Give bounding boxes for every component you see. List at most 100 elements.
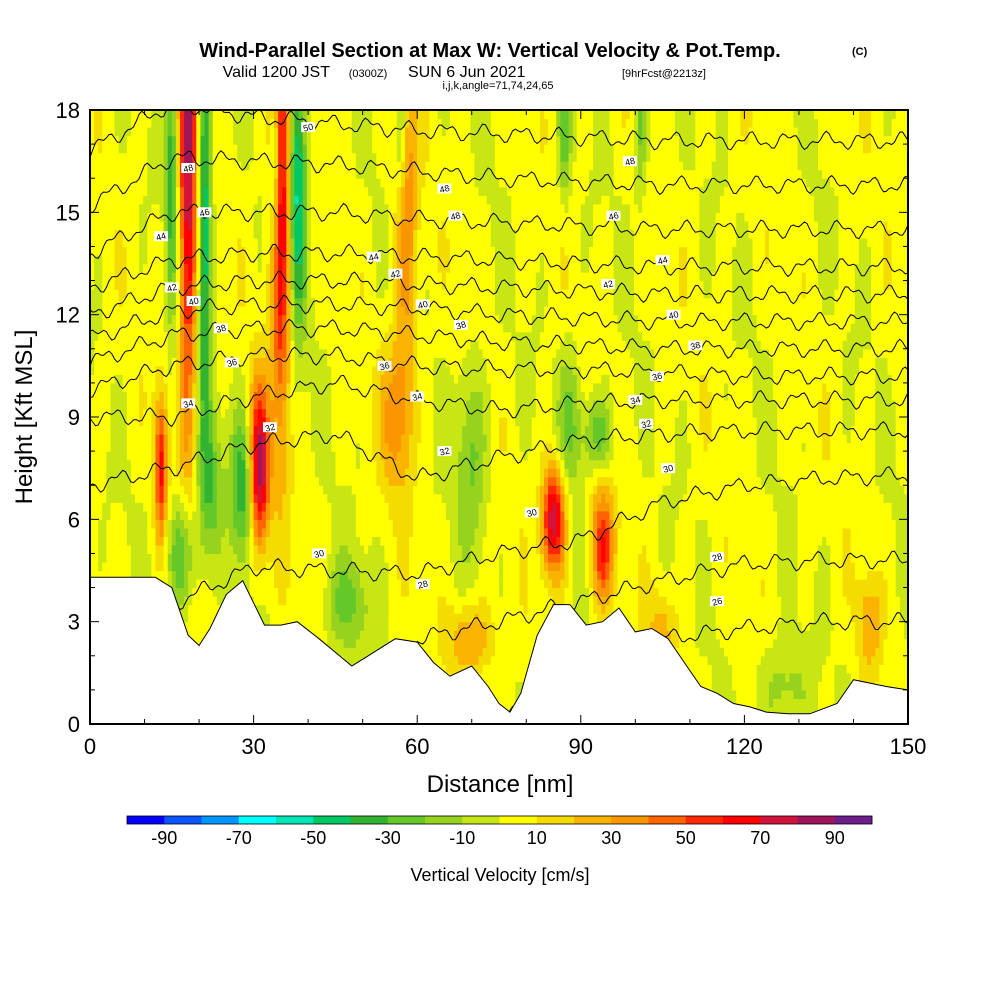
velocity-cell-1785 (212, 237, 218, 248)
velocity-cell-139 (98, 348, 103, 358)
velocity-cell-1759 (212, 459, 218, 469)
velocity-cell-987 (159, 280, 165, 290)
velocity-cell-3742 (343, 263, 349, 273)
velocity-cell-4015 (359, 186, 365, 196)
velocity-cell-1683 (208, 587, 214, 597)
velocity-cell-3593 (335, 417, 341, 427)
velocity-cell-3013 (298, 493, 304, 503)
velocity-cell-2644 (274, 493, 279, 503)
velocity-cell-1012 (163, 553, 169, 563)
velocity-cell-1232 (175, 161, 181, 171)
velocity-cell-857 (151, 434, 157, 444)
velocity-cell-4029 (364, 621, 369, 631)
velocity-cell-3489 (327, 195, 332, 205)
velocity-cell-1722 (208, 254, 214, 265)
velocity-cell-550 (126, 186, 132, 196)
velocity-cell-603 (130, 212, 136, 222)
velocity-cell-1607 (200, 169, 206, 179)
velocity-cell-3520 (331, 485, 336, 495)
velocity-cell-4089 (364, 110, 369, 120)
velocity-cell-2051 (233, 459, 238, 469)
velocity-cell-4216 (372, 135, 377, 145)
velocity-cell-2461 (261, 468, 267, 478)
velocity-cell-2554 (265, 203, 271, 213)
velocity-cell-1175 (171, 144, 177, 154)
velocity-cell-4161 (372, 604, 377, 614)
velocity-cell-301 (110, 399, 116, 410)
velocity-cell-1460 (192, 340, 197, 350)
velocity-cell-3499 (327, 110, 332, 120)
velocity-cell-4936 (421, 510, 426, 520)
velocity-cell-2625 (269, 127, 275, 137)
velocity-cell-3605 (335, 314, 341, 324)
velocity-cell-2353 (253, 357, 259, 367)
velocity-cell-4010 (359, 229, 365, 239)
velocity-cell-288 (110, 510, 116, 520)
velocity-cell-2338 (253, 485, 259, 495)
velocity-cell-3115 (302, 152, 308, 162)
velocity-cell-880 (151, 237, 157, 248)
velocity-cell-1485 (192, 127, 197, 137)
velocity-cell-3336 (319, 408, 324, 418)
velocity-cell-3726 (343, 399, 349, 410)
velocity-cell-196 (102, 340, 107, 350)
velocity-cell-667 (134, 144, 140, 154)
velocity-cell-4931 (421, 553, 426, 563)
velocity-cell-1213 (175, 323, 181, 333)
velocity-cell-351 (114, 451, 120, 461)
velocity-cell-1002 (159, 152, 165, 162)
velocity-cell-179 (102, 485, 107, 495)
velocity-cell-1098 (167, 306, 173, 316)
velocity-cell-1269 (179, 365, 185, 375)
velocity-cell-3652 (339, 468, 345, 478)
velocity-cell-184 (102, 442, 107, 452)
velocity-cell-1892 (220, 340, 226, 350)
velocity-cell-2033 (229, 127, 234, 137)
velocity-cell-1389 (188, 408, 193, 418)
velocity-cell-2823 (286, 544, 292, 555)
velocity-cell-1509 (196, 468, 202, 478)
velocity-cell-187 (102, 417, 107, 427)
velocity-cell-3312 (319, 613, 324, 623)
velocity-cell-520 (126, 442, 132, 452)
velocity-cell-1258 (179, 459, 185, 469)
velocity-cell-2882 (290, 561, 296, 572)
velocity-cell-4401 (384, 195, 390, 205)
velocity-cell-4717 (404, 195, 410, 205)
velocity-cell-717 (139, 195, 144, 205)
velocity-cell-2214 (245, 536, 251, 546)
velocity-cell-3997 (359, 340, 365, 350)
velocity-cell-642 (134, 357, 140, 367)
velocity-cell-789 (147, 536, 152, 546)
velocity-cell-3041 (298, 254, 304, 265)
velocity-cell-96 (94, 237, 99, 248)
velocity-cell-1942 (224, 408, 230, 418)
velocity-cell-3438 (327, 630, 332, 640)
velocity-cell-1926 (224, 544, 230, 555)
velocity-cell-3868 (351, 314, 357, 324)
velocity-cell-2508 (265, 596, 271, 606)
velocity-cell-1538 (196, 220, 202, 230)
velocity-cell-3327 (319, 485, 324, 495)
velocity-cell-4075 (364, 229, 369, 239)
velocity-cell-3756 (343, 144, 349, 154)
velocity-cell-683 (139, 485, 144, 495)
velocity-cell-1778 (212, 297, 218, 307)
velocity-cell-4611 (400, 561, 406, 572)
velocity-cell-4975 (421, 178, 426, 188)
velocity-cell-1865 (220, 570, 226, 580)
velocity-cell-4873 (417, 493, 422, 503)
velocity-cell-2711 (278, 451, 283, 461)
velocity-cell-3461 (327, 434, 332, 444)
velocity-cell-1773 (212, 340, 218, 350)
velocity-cell-1819 (216, 459, 222, 469)
velocity-cell-3086 (302, 399, 308, 410)
velocity-cell-1733 (208, 161, 214, 171)
velocity-cell-2060 (233, 382, 238, 393)
velocity-cell-2607 (269, 280, 275, 290)
velocity-cell-1997 (229, 434, 234, 444)
velocity-cell-1024 (163, 451, 169, 461)
velocity-cell-2274 (249, 527, 255, 537)
velocity-cell-4603 (400, 630, 406, 640)
velocity-cell-4900 (417, 263, 422, 273)
